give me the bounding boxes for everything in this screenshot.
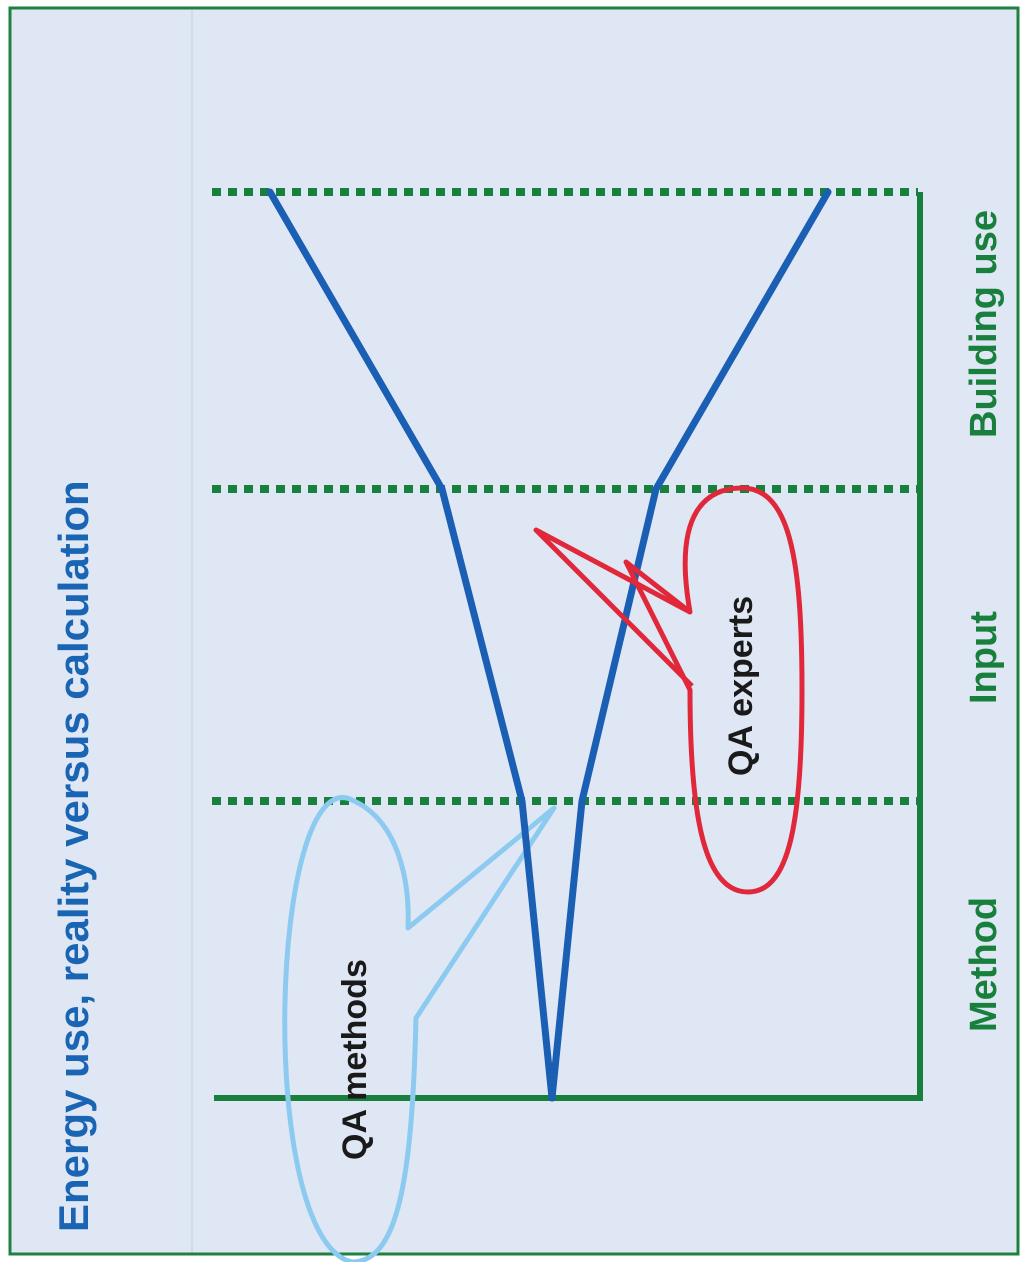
diagram-title: Energy use, reality versus calculation — [50, 480, 97, 1232]
stage-label-input: Input — [963, 611, 1005, 704]
stage-label-method: Method — [963, 897, 1005, 1032]
diagram-frame — [8, 6, 1020, 1256]
qa-methods-callout — [282, 795, 557, 1262]
axis-lines — [214, 192, 923, 1101]
qa-experts-label: QA experts — [722, 596, 760, 776]
stage-label-building-use: Building use — [963, 210, 1005, 438]
qa-methods-label: QA methods — [336, 959, 374, 1160]
qa-experts-callout-pointer — [533, 527, 694, 688]
qa-experts-callout-bubble — [623, 485, 805, 895]
funnel-line — [266, 188, 832, 1102]
